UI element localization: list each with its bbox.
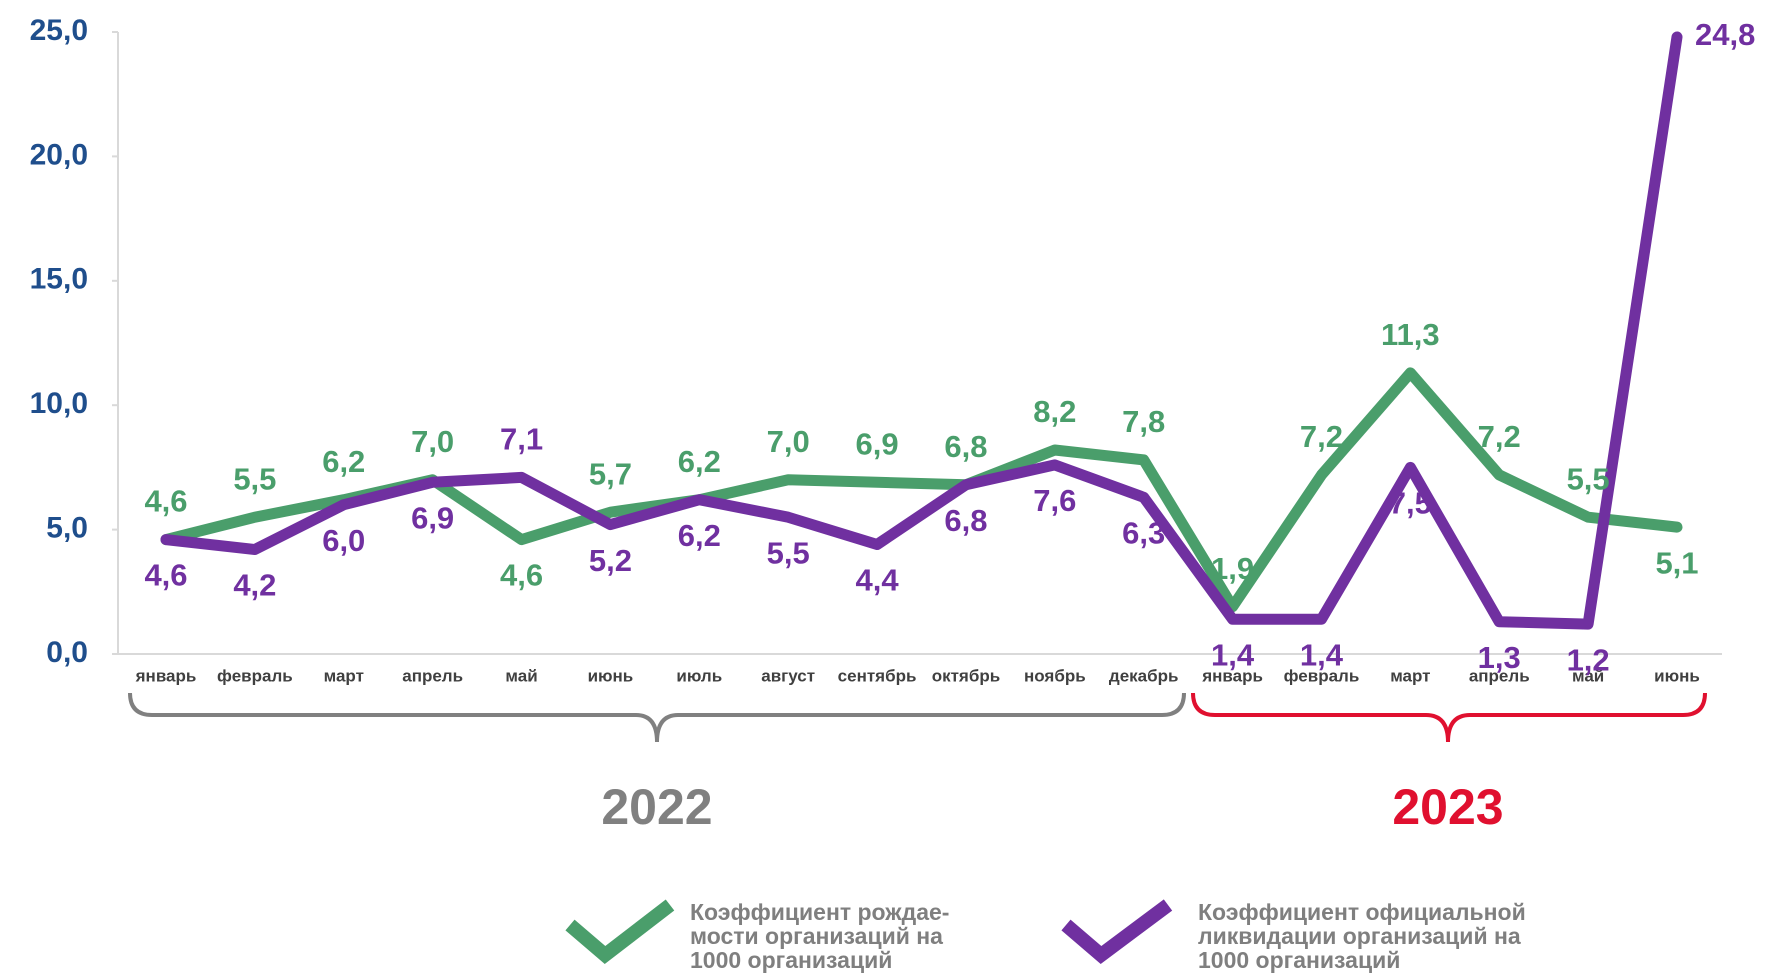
data-label: 1,4 [1300, 637, 1344, 672]
data-label: 6,3 [1122, 515, 1165, 550]
data-label: 7,5 [1389, 486, 1432, 521]
x-tick-label: май [505, 666, 537, 685]
data-label: 7,2 [1300, 419, 1343, 454]
legend-icon [565, 899, 675, 965]
x-tick-label: январь [135, 666, 197, 685]
data-label: 6,2 [678, 444, 721, 479]
data-label: 4,6 [500, 558, 543, 593]
y-tick-label: 25,0 [30, 14, 88, 47]
data-label: 6,2 [322, 444, 365, 479]
x-tick-label: октябрь [932, 666, 1000, 685]
data-label: 4,4 [856, 563, 900, 598]
data-label: 6,9 [411, 501, 454, 536]
x-tick-label: февраль [1284, 666, 1360, 685]
data-label: 5,5 [233, 461, 276, 496]
data-label: 4,6 [144, 484, 187, 519]
data-label: 5,5 [767, 535, 810, 570]
x-tick-label: март [1390, 666, 1430, 685]
y-tick-label: 0,0 [46, 636, 88, 669]
data-label: 7,6 [1033, 483, 1076, 518]
data-label: 4,2 [233, 568, 276, 603]
brace-2023 [1191, 692, 1707, 743]
data-label: 1,9 [1211, 551, 1254, 586]
data-label: 1,3 [1478, 640, 1521, 675]
x-tick-label: сентябрь [838, 666, 917, 685]
legend-icon [1061, 899, 1173, 964]
data-label: 6,0 [322, 523, 365, 558]
data-label: 7,1 [500, 422, 543, 457]
x-tick-label: август [761, 666, 815, 685]
legend-label: Коэффициент рождае- мости организаций на… [690, 899, 950, 973]
data-label: 6,8 [944, 503, 987, 538]
x-tick-label: январь [1201, 666, 1263, 685]
y-tick-label: 10,0 [30, 387, 88, 420]
data-label: 1,2 [1567, 642, 1610, 677]
x-tick-label: ноябрь [1024, 666, 1086, 685]
data-label: 4,6 [144, 558, 187, 593]
x-tick-label: май [1572, 666, 1604, 685]
y-tick-label: 15,0 [30, 263, 88, 296]
x-tick-label: декабрь [1109, 666, 1179, 685]
series-line [160, 31, 1683, 630]
y-tick-label: 5,0 [46, 512, 88, 545]
data-label: 8,2 [1033, 394, 1076, 429]
data-label: 6,2 [678, 518, 721, 553]
x-tick-label: февраль [217, 666, 293, 685]
data-label: 5,1 [1655, 545, 1698, 580]
y-tick-label: 20,0 [30, 138, 88, 171]
year-label: 2023 [1392, 779, 1503, 835]
data-label: 5,5 [1567, 461, 1610, 496]
data-label: 1,4 [1211, 637, 1255, 672]
data-label: 7,2 [1478, 419, 1521, 454]
x-tick-label: апрель [1469, 666, 1530, 685]
year-label: 2022 [601, 779, 712, 835]
data-label: 5,2 [589, 543, 632, 578]
data-label: 7,0 [767, 424, 810, 459]
x-tick-label: июнь [1654, 666, 1700, 685]
x-tick-label: июнь [588, 666, 634, 685]
data-label: 7,8 [1122, 404, 1165, 439]
x-tick-label: март [324, 666, 364, 685]
x-tick-label: июль [676, 666, 722, 685]
x-tick-label: апрель [402, 666, 463, 685]
data-label: 6,9 [856, 427, 899, 462]
data-label: 6,8 [944, 429, 987, 464]
data-label: 5,7 [589, 456, 632, 491]
data-label: 24,8 [1695, 17, 1755, 52]
data-label: 7,0 [411, 424, 454, 459]
data-label: 11,3 [1381, 317, 1440, 352]
legend-label: Коэффициент официальной ликвидации орган… [1198, 899, 1526, 973]
brace-2022 [128, 692, 1186, 743]
